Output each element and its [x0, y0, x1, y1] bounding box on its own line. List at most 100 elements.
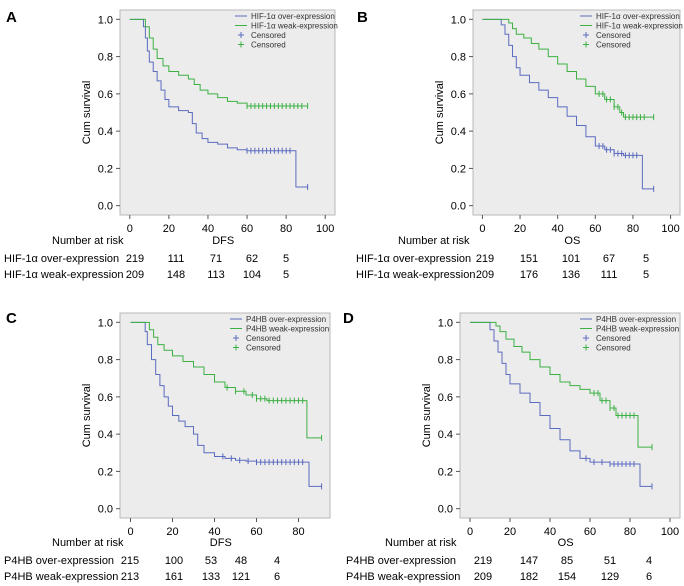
x-tick-label: 100 [316, 223, 334, 235]
y-tick-label: 0.0 [438, 504, 453, 516]
risk-value: 104 [243, 269, 261, 281]
legend-entry: HIF-1α over-expression [596, 12, 680, 21]
y-tick-label: 0.4 [451, 126, 466, 138]
survival-curve-weak [470, 321, 652, 448]
risk-value: 113 [207, 269, 225, 281]
risk-value: 53 [205, 555, 217, 567]
risk-value: 62 [246, 253, 258, 265]
risk-value: 147 [520, 555, 538, 567]
legend-entry: HIF-1α weak-expression [596, 22, 683, 31]
legend-censored-marker [238, 32, 244, 38]
plot-area [119, 9, 336, 216]
x-tick-label: 40 [202, 223, 214, 235]
legend-entry: P4HB over-expression [246, 315, 326, 324]
risk-row-label: P4HB over-expression [346, 555, 456, 567]
y-tick-label: 0.2 [98, 163, 113, 175]
y-tick-label: 1.0 [438, 317, 453, 329]
risk-row-label: HIF-1α weak-expression [356, 269, 475, 281]
legend-censored-marker [233, 335, 239, 341]
y-tick-label: 1.0 [451, 14, 466, 26]
risk-table-title: Number at risk [385, 537, 457, 549]
y-tick-label: 1.0 [98, 317, 113, 329]
legend-entry: Censored [596, 31, 631, 40]
risk-value: 48 [235, 555, 247, 567]
x-tick-label: 0 [467, 526, 473, 538]
x-axis-label: OS [564, 235, 580, 247]
risk-row-label: HIF-1α over-expression [356, 253, 471, 265]
risk-table-title: Number at risk [52, 235, 124, 247]
y-tick-label: 0.4 [98, 429, 113, 441]
x-axis-label: DFS [212, 235, 234, 247]
legend-entry: Censored [596, 41, 631, 50]
risk-value: 4 [274, 555, 280, 567]
legend-censored-marker [583, 32, 589, 38]
y-axis-label: Cum survival [81, 81, 93, 145]
risk-value: 219 [474, 555, 492, 567]
risk-value: 161 [165, 571, 183, 583]
risk-value: 136 [562, 269, 580, 281]
y-tick-label: 0.8 [98, 355, 113, 367]
legend-entry: Censored [246, 344, 281, 353]
x-tick-label: 80 [280, 223, 292, 235]
x-tick-label: 60 [241, 223, 253, 235]
risk-value: 111 [168, 253, 185, 265]
risk-value: 129 [601, 571, 619, 583]
risk-value: 209 [476, 269, 494, 281]
panel-C: C 0.0 0.2 0.4 0.6 0.8 1.0 0 20 40 60 80 Cum survival… [4, 310, 331, 583]
y-tick-label: 0.8 [98, 52, 113, 64]
y-tick-label: 0.2 [451, 163, 466, 175]
risk-value: 219 [476, 253, 494, 265]
y-axis-label: Cum survival [81, 384, 93, 448]
y-tick-label: 0.0 [98, 504, 113, 516]
x-tick-label: 20 [163, 223, 175, 235]
x-tick-label: 0 [127, 526, 133, 538]
x-tick-label: 20 [504, 526, 516, 538]
legend-entry: HIF-1α weak-expression [251, 22, 338, 31]
x-tick-label: 60 [250, 526, 262, 538]
legend-entry: Censored [246, 334, 281, 343]
risk-table-title: Number at risk [52, 537, 124, 549]
risk-value: 5 [283, 253, 289, 265]
risk-value: 176 [520, 269, 538, 281]
panel-label: B [357, 9, 368, 26]
legend-entry: HIF-1α over-expression [251, 12, 335, 21]
risk-value: 151 [520, 253, 538, 265]
survival-curve-weak [482, 18, 654, 118]
risk-value: 111 [601, 269, 618, 281]
legend-censored-marker [583, 41, 589, 48]
y-axis-label: Cum survival [421, 384, 433, 448]
risk-value: 4 [646, 555, 652, 567]
risk-row-label: HIF-1α over-expression [4, 253, 119, 265]
risk-row-label: P4HB weak-expression [346, 571, 460, 583]
risk-value: 182 [520, 571, 538, 583]
risk-value: 213 [121, 571, 139, 583]
survival-curve-over [470, 321, 652, 487]
y-axis-label: Cum survival [434, 81, 446, 145]
risk-value: 5 [283, 269, 289, 281]
survival-curve-weak [129, 18, 308, 107]
risk-value: 101 [562, 253, 580, 265]
plot-area [472, 9, 681, 216]
panel-B: B 0.0 0.2 0.4 0.6 0.8 1.0 0 20 40 60 80 100 Cum survi… [356, 9, 683, 281]
risk-row-label: P4HB weak-expression [4, 571, 118, 583]
legend-entry: Censored [251, 31, 286, 40]
plot-area [119, 312, 331, 519]
survival-curve-over [130, 321, 322, 487]
x-tick-label: 20 [166, 526, 178, 538]
y-tick-label: 0.4 [438, 429, 453, 441]
risk-value: 71 [210, 253, 222, 265]
x-tick-label: 20 [514, 223, 526, 235]
risk-value: 209 [474, 571, 492, 583]
x-tick-label: 80 [627, 223, 639, 235]
risk-value: 5 [643, 269, 649, 281]
y-tick-label: 0.8 [451, 52, 466, 64]
x-tick-label: 100 [661, 223, 679, 235]
legend-entry: Censored [596, 334, 631, 343]
risk-value: 148 [167, 269, 185, 281]
risk-value: 100 [165, 555, 183, 567]
x-axis-label: OS [558, 537, 574, 549]
risk-value: 154 [558, 571, 576, 583]
y-tick-label: 0.4 [98, 126, 113, 138]
x-tick-label: 60 [589, 223, 601, 235]
